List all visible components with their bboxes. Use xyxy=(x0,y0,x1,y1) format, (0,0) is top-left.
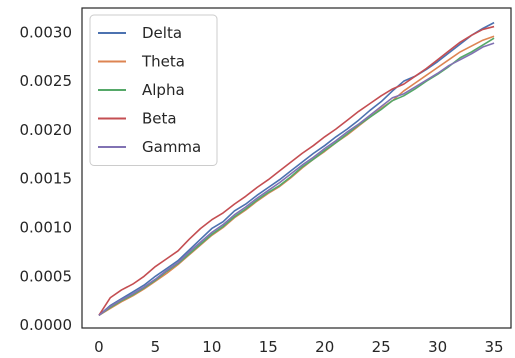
x-tick-label: 20 xyxy=(315,338,334,356)
y-tick-label: 0.0025 xyxy=(20,72,73,90)
y-tick-label: 0.0030 xyxy=(20,23,73,41)
y-tick-label: 0.0005 xyxy=(20,267,73,285)
legend-label-beta: Beta xyxy=(142,110,177,128)
legend-box xyxy=(89,14,218,166)
legend-label-delta: Delta xyxy=(142,24,182,42)
x-tick-label: 0 xyxy=(94,338,104,356)
x-axis-ticks: 0 5 10 15 20 25 30 35 xyxy=(94,338,503,356)
legend-label-alpha: Alpha xyxy=(142,81,185,99)
y-tick-label: 0.0010 xyxy=(20,219,73,237)
y-tick-label: 0.0020 xyxy=(20,121,73,139)
series-line-delta xyxy=(98,21,495,316)
series-line-gamma xyxy=(98,42,495,316)
x-tick-label: 25 xyxy=(372,338,391,356)
x-tick-label: 5 xyxy=(151,338,161,356)
legend-label-gamma: Gamma xyxy=(142,138,201,156)
y-axis-ticks: 0.0000 0.0005 0.0010 0.0015 0.0020 0.0025 0.00… xyxy=(20,23,73,334)
plot-frame xyxy=(81,7,512,329)
x-tick-label: 30 xyxy=(428,338,447,356)
x-tick-label: 10 xyxy=(202,338,221,356)
y-tick-label: 0.0000 xyxy=(20,316,73,334)
legend: Delta Theta Alpha Beta Gamma xyxy=(89,14,218,166)
x-tick-label: 35 xyxy=(485,338,504,356)
series-layer xyxy=(98,21,495,317)
legend-label-theta: Theta xyxy=(141,53,185,71)
series-line-beta xyxy=(98,25,495,316)
x-tick-label: 15 xyxy=(259,338,278,356)
y-tick-label: 0.0015 xyxy=(20,170,73,188)
